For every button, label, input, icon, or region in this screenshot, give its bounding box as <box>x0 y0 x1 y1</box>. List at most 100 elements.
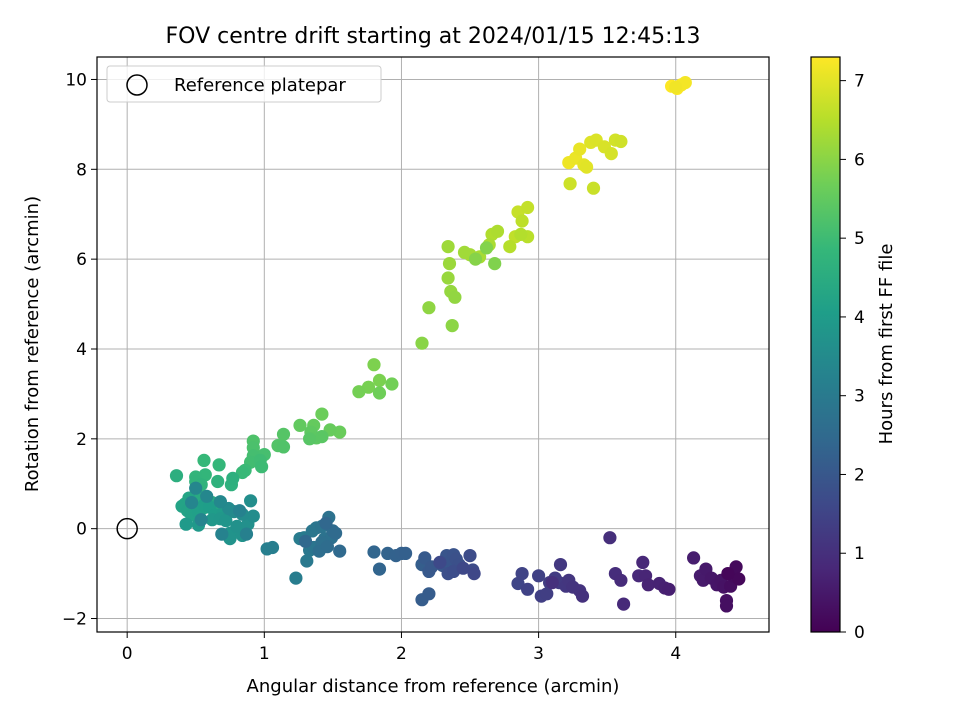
data-point <box>503 240 517 254</box>
data-point <box>442 257 457 271</box>
data-point <box>315 407 329 421</box>
data-point <box>194 513 208 527</box>
data-point <box>300 554 314 568</box>
data-point <box>422 587 436 601</box>
data-point <box>573 142 587 156</box>
colorbar-ticks: 0 1 2 3 4 5 6 7 <box>840 72 865 643</box>
legend-label-reference: Reference platepar <box>174 75 346 96</box>
data-point <box>197 453 211 467</box>
data-point <box>235 465 249 480</box>
data-point <box>169 469 184 483</box>
x-tick-label: 4 <box>670 644 681 664</box>
data-points <box>169 76 746 613</box>
data-point <box>479 241 494 255</box>
reference-layer <box>116 517 138 540</box>
data-point <box>463 549 477 563</box>
data-point <box>289 571 303 585</box>
data-point <box>226 471 240 485</box>
data-point <box>315 430 329 444</box>
grid-lines <box>97 57 769 632</box>
data-point <box>352 385 366 399</box>
colorbar-label: Hours from first FF file <box>876 244 897 445</box>
data-point <box>185 496 199 510</box>
data-point <box>212 458 226 472</box>
data-point <box>433 555 447 570</box>
colorbar-tick-label: 6 <box>854 150 865 170</box>
data-point <box>457 245 472 259</box>
data-point <box>265 540 280 555</box>
colorbar-tick-label: 1 <box>854 544 865 564</box>
data-point <box>422 301 436 315</box>
data-point <box>532 569 546 583</box>
data-point <box>662 582 676 596</box>
data-point <box>456 561 470 575</box>
colorbar: 0 1 2 3 4 5 6 7 Hours from first FF file <box>810 56 897 643</box>
colorbar-tick-label: 0 <box>854 623 865 643</box>
y-tick-label: 10 <box>65 70 87 90</box>
data-point <box>230 519 244 534</box>
colorbar-tick-label: 3 <box>854 387 865 407</box>
data-point <box>399 546 413 561</box>
data-point <box>418 551 432 565</box>
data-point <box>511 576 525 591</box>
y-tick-label: −2 <box>62 610 87 630</box>
data-point <box>721 567 735 581</box>
legend-box <box>106 65 382 103</box>
data-point <box>669 80 683 94</box>
data-point <box>732 572 746 586</box>
data-point <box>445 319 459 333</box>
data-point <box>441 240 455 254</box>
data-point <box>367 358 381 372</box>
data-point <box>521 582 535 596</box>
data-point <box>580 160 594 174</box>
data-point <box>298 534 313 548</box>
data-point <box>575 589 590 603</box>
data-point <box>515 214 529 228</box>
y-tick-label: 8 <box>76 160 87 180</box>
data-point <box>319 516 333 530</box>
legend: Reference platepar <box>106 65 382 103</box>
data-point <box>303 432 317 446</box>
data-point <box>276 427 291 441</box>
data-point <box>614 134 628 149</box>
data-point <box>415 336 429 350</box>
data-point <box>553 558 568 572</box>
data-point <box>687 551 701 565</box>
data-point <box>603 531 617 545</box>
data-point <box>239 527 254 541</box>
data-point <box>333 544 347 558</box>
plot-frame <box>96 56 770 633</box>
data-point <box>385 377 399 391</box>
data-point <box>617 597 631 611</box>
chart-title: FOV centre drift starting at 2024/01/15 … <box>166 24 701 49</box>
data-point <box>255 460 269 474</box>
data-point <box>636 555 650 570</box>
data-point <box>545 576 559 590</box>
colorbar-gradient <box>810 56 841 633</box>
data-point <box>488 257 502 271</box>
data-point <box>367 545 381 559</box>
colorbar-tick-label: 4 <box>854 308 865 328</box>
data-point <box>233 504 247 518</box>
y-tick-label: 2 <box>76 430 87 450</box>
y-tick-label: 0 <box>76 520 87 540</box>
data-point <box>372 386 387 400</box>
data-point <box>614 573 628 587</box>
data-point <box>211 474 225 489</box>
y-tick-label: 4 <box>76 340 87 360</box>
data-point <box>490 224 505 238</box>
x-axis-label: Angular distance from reference (arcmin) <box>247 676 620 697</box>
data-point <box>189 481 203 495</box>
data-point <box>215 527 229 541</box>
data-point <box>467 567 481 581</box>
data-point <box>246 509 260 523</box>
data-point <box>521 200 535 215</box>
reference-platepar-marker <box>116 517 138 540</box>
x-tick-label: 2 <box>396 644 407 664</box>
data-point <box>293 418 307 432</box>
x-tick-label: 3 <box>533 644 544 664</box>
data-point <box>219 514 233 528</box>
data-point <box>514 227 528 241</box>
data-point <box>540 587 554 601</box>
